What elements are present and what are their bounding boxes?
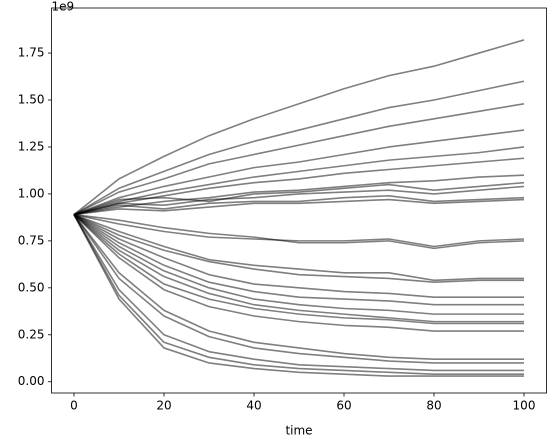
- series-line: [73, 157, 525, 216]
- y-tick-label: 1.25: [18, 139, 45, 153]
- y-offset-label: 1e9: [52, 0, 75, 14]
- x-tick-label: 80: [426, 399, 441, 413]
- series-line: [73, 195, 525, 216]
- series-line: [73, 185, 525, 216]
- series-line: [73, 214, 524, 377]
- y-tick-label: 0.00: [18, 374, 45, 388]
- series-line: [73, 174, 525, 216]
- y-tick-label: 0.50: [18, 280, 45, 294]
- series-line: [73, 213, 524, 299]
- series-line: [73, 146, 525, 216]
- series-line: [73, 198, 525, 216]
- x-tick-label: 40: [246, 399, 261, 413]
- series-line: [73, 181, 525, 216]
- x-tick-label: 0: [70, 399, 78, 413]
- x-axis-label: time: [285, 424, 312, 438]
- x-tick-label: 60: [336, 399, 351, 413]
- series-line: [73, 102, 525, 216]
- series-line: [73, 213, 524, 283]
- x-tick-label: 20: [156, 399, 171, 413]
- series-line: [73, 39, 525, 216]
- y-tick-label: 1.50: [18, 93, 45, 107]
- plot-frame: [51, 7, 547, 394]
- series-line: [73, 214, 524, 332]
- series-line: [73, 213, 524, 306]
- series-line: [73, 80, 525, 216]
- y-tick-label: 1.75: [18, 46, 45, 60]
- series-line: [73, 214, 524, 376]
- series-line: [73, 213, 525, 250]
- series-line: [73, 214, 524, 372]
- y-tick-label: 0.75: [18, 233, 45, 247]
- series-line: [73, 213, 525, 248]
- series-line: [73, 214, 524, 360]
- series-line: [73, 213, 524, 323]
- x-tick-label: 100: [513, 399, 536, 413]
- y-tick-label: 1.00: [18, 186, 45, 200]
- series-line: [73, 213, 524, 282]
- series-line: [73, 213, 524, 315]
- y-tick-label: 0.25: [18, 327, 45, 341]
- series-line: [73, 214, 524, 364]
- series-line: [73, 213, 524, 325]
- series-line: [73, 129, 525, 216]
